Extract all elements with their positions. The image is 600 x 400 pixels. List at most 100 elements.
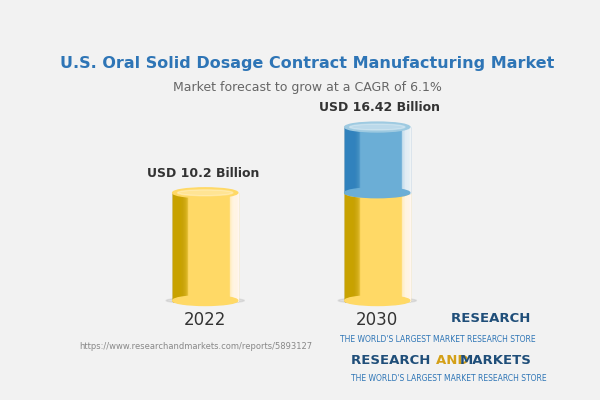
Bar bbox=[173, 193, 177, 300]
Text: AND: AND bbox=[436, 354, 473, 367]
Bar bbox=[233, 193, 238, 300]
Bar bbox=[344, 193, 358, 300]
Bar bbox=[406, 127, 410, 193]
Bar bbox=[173, 193, 182, 300]
Bar bbox=[344, 127, 353, 193]
Ellipse shape bbox=[166, 298, 244, 304]
Bar bbox=[173, 193, 187, 300]
Bar bbox=[401, 127, 410, 193]
Ellipse shape bbox=[350, 190, 405, 196]
Text: RESEARCH: RESEARCH bbox=[351, 354, 435, 367]
Bar bbox=[344, 193, 359, 300]
Bar bbox=[404, 127, 410, 193]
Ellipse shape bbox=[344, 296, 410, 306]
Bar bbox=[344, 193, 351, 300]
Ellipse shape bbox=[344, 188, 410, 198]
Bar bbox=[173, 193, 187, 300]
Bar bbox=[344, 127, 353, 193]
Text: USD 10.2 Billion: USD 10.2 Billion bbox=[146, 167, 259, 180]
Bar bbox=[402, 127, 410, 193]
Bar bbox=[344, 193, 352, 300]
Text: THE WORLD'S LARGEST MARKET RESEARCH STORE: THE WORLD'S LARGEST MARKET RESEARCH STOR… bbox=[351, 374, 547, 383]
Bar bbox=[173, 193, 185, 300]
Bar bbox=[344, 193, 350, 300]
Bar bbox=[173, 193, 176, 300]
Bar bbox=[344, 127, 410, 193]
Bar bbox=[408, 127, 410, 193]
Bar bbox=[230, 193, 238, 300]
Bar bbox=[344, 127, 350, 193]
Bar bbox=[232, 193, 238, 300]
Bar bbox=[404, 127, 410, 193]
Bar bbox=[344, 127, 359, 193]
Bar bbox=[409, 193, 410, 300]
Bar bbox=[344, 193, 350, 300]
Bar bbox=[173, 193, 180, 300]
Bar bbox=[344, 193, 353, 300]
Bar bbox=[173, 193, 238, 300]
Bar bbox=[407, 193, 410, 300]
Bar bbox=[403, 193, 410, 300]
Bar bbox=[173, 193, 186, 300]
Bar bbox=[173, 193, 176, 300]
Bar bbox=[173, 193, 174, 300]
Bar bbox=[344, 127, 347, 193]
Bar bbox=[403, 193, 410, 300]
Bar bbox=[344, 127, 356, 193]
Bar bbox=[344, 127, 352, 193]
Bar bbox=[409, 193, 410, 300]
Bar bbox=[344, 127, 349, 193]
Bar bbox=[173, 193, 187, 300]
Bar bbox=[344, 193, 356, 300]
Bar bbox=[231, 193, 238, 300]
Bar bbox=[344, 193, 410, 300]
Bar bbox=[344, 193, 355, 300]
Bar bbox=[344, 193, 346, 300]
Bar bbox=[234, 193, 238, 300]
Bar bbox=[236, 193, 238, 300]
Text: 2030: 2030 bbox=[356, 311, 398, 329]
Bar bbox=[407, 127, 410, 193]
Bar bbox=[406, 127, 410, 193]
Bar bbox=[407, 193, 410, 300]
Bar bbox=[344, 193, 349, 300]
Ellipse shape bbox=[173, 296, 238, 306]
Bar bbox=[236, 193, 238, 300]
Bar bbox=[344, 127, 358, 193]
Ellipse shape bbox=[173, 188, 238, 198]
Bar bbox=[173, 193, 185, 300]
Bar bbox=[344, 193, 359, 300]
Bar bbox=[173, 193, 179, 300]
Ellipse shape bbox=[350, 124, 405, 130]
Bar bbox=[402, 193, 410, 300]
Bar bbox=[406, 193, 410, 300]
Bar bbox=[173, 193, 175, 300]
Bar bbox=[173, 193, 181, 300]
Bar bbox=[232, 193, 238, 300]
Bar bbox=[173, 193, 181, 300]
Bar bbox=[344, 127, 359, 193]
Bar bbox=[232, 193, 238, 300]
Bar bbox=[408, 127, 410, 193]
Text: 2022: 2022 bbox=[184, 311, 226, 329]
Bar bbox=[231, 193, 238, 300]
Bar bbox=[408, 193, 410, 300]
Bar bbox=[344, 193, 354, 300]
Bar bbox=[230, 193, 238, 300]
Bar bbox=[344, 193, 348, 300]
Ellipse shape bbox=[344, 122, 410, 132]
Bar bbox=[173, 193, 176, 300]
Bar bbox=[401, 193, 410, 300]
Bar bbox=[407, 127, 410, 193]
Bar bbox=[344, 127, 352, 193]
Bar bbox=[404, 193, 410, 300]
Bar bbox=[344, 127, 347, 193]
Bar bbox=[344, 127, 347, 193]
Bar bbox=[344, 193, 355, 300]
Bar bbox=[173, 193, 181, 300]
Bar bbox=[344, 193, 358, 300]
Bar bbox=[344, 127, 350, 193]
Bar bbox=[344, 193, 355, 300]
Bar bbox=[173, 193, 175, 300]
Bar bbox=[344, 193, 346, 300]
